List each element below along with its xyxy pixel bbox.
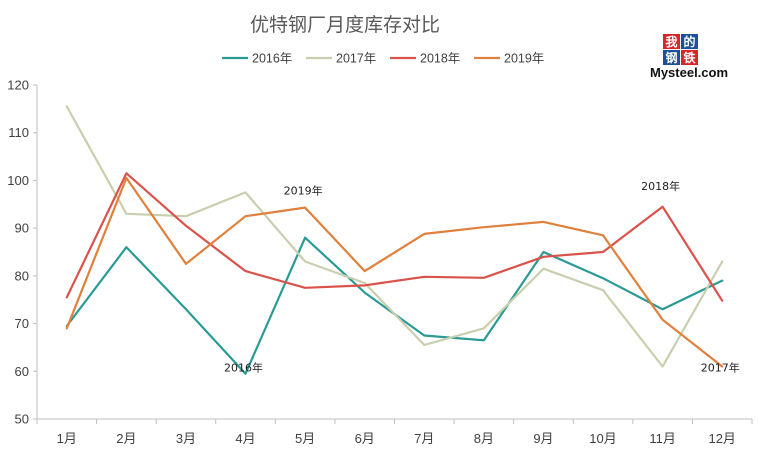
logo-block-1 bbox=[663, 34, 680, 49]
logo-wordmark: Mysteel.com bbox=[650, 65, 728, 80]
axes: 50 60 70 80 90 100 110 120 1月 2月 3月 4月 5月 6月 7月 8月 9月 10月… bbox=[7, 78, 753, 446]
logo-char-4: 铁 bbox=[683, 50, 695, 65]
logo-char-3: 钢 bbox=[665, 50, 677, 65]
logo-block-2 bbox=[681, 34, 698, 49]
logo-char-2: 的 bbox=[683, 34, 695, 49]
annotation-label: 2019年 bbox=[284, 184, 323, 198]
y-tick-label: 70 bbox=[15, 316, 29, 331]
x-tick-label: 10月 bbox=[589, 431, 616, 446]
y-tick-label: 100 bbox=[7, 173, 29, 188]
logo-block-3 bbox=[663, 50, 680, 65]
legend-label: 2019年 bbox=[504, 52, 544, 66]
y-tick-label: 80 bbox=[15, 268, 29, 283]
y-tick-label: 110 bbox=[8, 125, 29, 140]
annotation-label: 2018年 bbox=[641, 179, 680, 193]
x-tick-label: 2月 bbox=[116, 431, 136, 446]
legend-label: 2017年 bbox=[336, 52, 376, 66]
x-tick-label: 7月 bbox=[414, 431, 434, 446]
x-tick-label: 5月 bbox=[295, 431, 315, 446]
x-tick-label: 1月 bbox=[57, 431, 77, 446]
x-tick-label: 6月 bbox=[355, 431, 375, 446]
series-line-2016年 bbox=[65, 236, 724, 375]
x-tick-label: 3月 bbox=[176, 431, 196, 446]
y-tick-label: 60 bbox=[15, 364, 29, 379]
legend-label: 2016年 bbox=[252, 52, 292, 66]
logo-char-1: 我 bbox=[665, 34, 677, 49]
chart-title: 优特钢厂月度库存对比 bbox=[250, 14, 440, 36]
y-tick-label: 90 bbox=[15, 221, 29, 236]
x-tick-label: 9月 bbox=[533, 431, 553, 446]
annotation-label: 2016年 bbox=[224, 360, 263, 374]
series-line-2019年 bbox=[65, 176, 724, 368]
annotations: 2019年 2016年 2018年 2017年 bbox=[224, 179, 740, 374]
x-tick-label: 4月 bbox=[235, 431, 255, 446]
x-tick-label: 11月 bbox=[649, 431, 676, 446]
y-tick-label: 120 bbox=[7, 78, 29, 93]
x-tick-label: 12月 bbox=[708, 431, 735, 446]
series-layer bbox=[65, 105, 724, 375]
series-line-2018年 bbox=[65, 172, 724, 302]
logo-block-4 bbox=[681, 50, 698, 65]
legend: 2016年 2017年 2018年 2019年 bbox=[222, 52, 544, 66]
mysteel-logo: 我 的 钢 铁 Mysteel.com bbox=[650, 34, 728, 80]
x-tick-label: 8月 bbox=[474, 431, 494, 446]
annotation-label: 2017年 bbox=[701, 360, 740, 374]
legend-label: 2018年 bbox=[420, 52, 460, 66]
y-tick-label: 50 bbox=[15, 412, 29, 427]
